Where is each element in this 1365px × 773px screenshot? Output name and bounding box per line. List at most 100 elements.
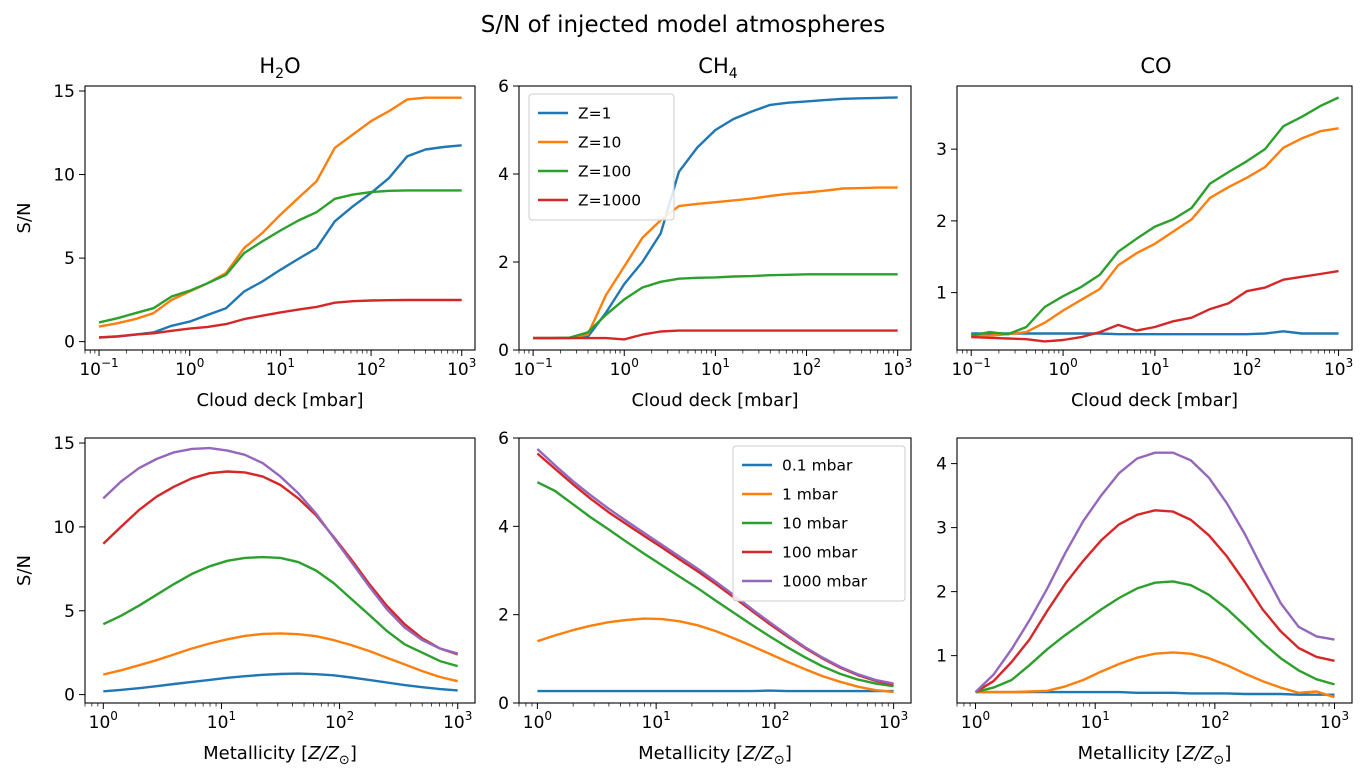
p11-y-tick-label: 4 <box>498 517 509 537</box>
p11-series-1000-mbar <box>536 448 894 685</box>
p01-legend-frame <box>528 93 675 221</box>
p12-x-axis-label: Metallicity [Z/Z⊙] <box>1078 743 1232 768</box>
p11-series-0-1-mbar <box>537 689 894 693</box>
p12-x-tick-label: 100 <box>961 709 990 733</box>
panel-h2o-metallicity: 100 101 102 103 0 5 10 15 Metallicity [Z/Z⊙] S/N <box>14 434 476 768</box>
p01-x-tick-label: 100 <box>610 356 639 380</box>
p01-series-z-1000 <box>533 329 898 341</box>
p10-series-10-mbar <box>102 555 459 668</box>
panel-ch4-metallicity: 100 101 102 103 0 2 4 6 Metallicity [Z/Z⊙] 0.1 mb… <box>498 429 912 768</box>
p00-y-tick-label: 10 <box>53 166 75 186</box>
p11-legend-frame <box>732 445 906 602</box>
p10-x-tick-label: 101 <box>207 709 236 733</box>
p10-y-tick-label: 15 <box>53 434 75 454</box>
p00-y-tick-label: 5 <box>64 249 75 269</box>
p10-series-0-1-mbar <box>103 672 458 693</box>
p02-series-z-10 <box>971 127 1339 337</box>
p01-y-tick-label: 0 <box>498 341 509 361</box>
p00-x-axis-label: Cloud deck [mbar] <box>196 390 363 411</box>
panel-title-co: CO <box>1140 54 1171 78</box>
p10-x-tick-label: 103 <box>443 709 472 733</box>
p12-series-10-mbar <box>975 580 1335 694</box>
p12-series-1000-mbar <box>974 451 1335 693</box>
p02-x-tick-label: 103 <box>1324 356 1353 380</box>
p10-y-tick-label: 0 <box>64 686 75 706</box>
p10-series-1000-mbar <box>102 446 459 655</box>
p02-x-axis-label: Cloud deck [mbar] <box>1071 390 1238 411</box>
p12-y-tick-label: 2 <box>936 583 947 603</box>
panel-h2o-cloud: 10−1 100 101 102 103 0 5 10 15 Cloud deck [mbar] S… <box>14 82 476 411</box>
p11-legend-label: 1000 mbar <box>782 573 868 591</box>
p10-y-tick-label: 5 <box>64 602 75 622</box>
p01-y-tick-label: 6 <box>498 77 509 97</box>
p11-x-tick-label: 103 <box>879 709 908 733</box>
p00-x-tick-label: 103 <box>447 356 476 380</box>
p11-legend-label: 1 mbar <box>782 486 838 504</box>
p02-y-tick-label: 2 <box>936 212 947 232</box>
p10-x-tick-label: 100 <box>89 709 118 733</box>
p02-x-tick-label: 102 <box>1232 356 1261 380</box>
p11-series-1-mbar <box>537 617 894 694</box>
p00-series-z-100 <box>98 189 462 324</box>
p11-x-axis-label: Metallicity [Z/Z⊙] <box>638 743 792 768</box>
p12-series-1-mbar <box>975 651 1335 699</box>
p11-y-tick-label: 2 <box>498 606 509 626</box>
p01-series-z-100 <box>533 273 898 340</box>
p11-x-tick-label: 100 <box>523 709 552 733</box>
p11-series-10-mbar <box>536 481 894 688</box>
p00-x-tick-label: 101 <box>266 356 295 380</box>
p01-x-tick-label: 102 <box>792 356 821 380</box>
p11-y-tick-label: 6 <box>498 429 509 449</box>
p11-x-tick-label: 102 <box>760 709 789 733</box>
p12-y-tick-label: 3 <box>936 519 947 539</box>
p01-series-z-10 <box>533 186 898 340</box>
p02-y-tick-label: 3 <box>936 140 947 160</box>
panel-title-h2o: H2O <box>259 54 300 82</box>
panel-co-metallicity: 100 101 102 103 1 2 3 4 Metallicity [Z/Z⊙] <box>936 437 1353 768</box>
p00-x-tick-label: 100 <box>175 356 204 380</box>
p01-legend-label: Z=1 <box>578 105 611 123</box>
p02-y-tick-label: 1 <box>936 284 947 304</box>
p00-series-z-1 <box>98 144 462 339</box>
p12-x-tick-label: 103 <box>1320 709 1349 733</box>
p02-axes-frame <box>956 85 1353 351</box>
p01-x-axis-label: Cloud deck [mbar] <box>631 390 798 411</box>
p12-axes-frame <box>956 437 1353 704</box>
p01-legend: Z=1 Z=10 Z=100 Z=1000 <box>528 93 675 221</box>
figure-title: S/N of injected model atmospheres <box>481 12 886 38</box>
p01-series-z-1 <box>533 96 898 340</box>
p10-y-tick-label: 10 <box>53 518 75 538</box>
p12-x-tick-label: 101 <box>1081 709 1110 733</box>
p10-series-100-mbar <box>102 470 459 656</box>
p00-x-tick-label: 10−1 <box>79 356 118 380</box>
p10-y-axis-label: S/N <box>14 555 35 586</box>
p00-series-z-10 <box>98 96 462 328</box>
p10-axes-frame <box>84 437 476 704</box>
p10-x-tick-label: 102 <box>325 709 354 733</box>
p12-y-tick-label: 4 <box>936 455 947 475</box>
p00-x-tick-label: 102 <box>356 356 385 380</box>
p11-legend-label: 100 mbar <box>782 544 858 562</box>
p00-y-axis-label: S/N <box>14 203 35 234</box>
p00-y-tick-label: 0 <box>64 333 75 353</box>
p01-y-tick-label: 4 <box>498 165 509 185</box>
p12-series-100-mbar <box>974 509 1335 694</box>
p10-series-1-mbar <box>103 632 458 683</box>
p11-legend-label: 10 mbar <box>782 515 848 533</box>
p02-x-tick-label: 10−1 <box>952 356 991 380</box>
panel-ch4-cloud: 10−1 100 101 102 103 0 2 4 6 Cloud deck [mbar] Z=1… <box>498 77 912 411</box>
p01-legend-label: Z=1000 <box>578 192 641 210</box>
p01-x-tick-label: 101 <box>701 356 730 380</box>
p11-y-tick-label: 0 <box>498 694 509 714</box>
p11-x-tick-label: 101 <box>642 709 671 733</box>
p02-x-tick-label: 101 <box>1140 356 1169 380</box>
p12-x-tick-label: 102 <box>1200 709 1229 733</box>
p11-legend: 0.1 mbar 1 mbar 10 mbar 100 mbar 1000 mbar <box>732 445 906 602</box>
p02-x-tick-label: 100 <box>1048 356 1077 380</box>
p01-y-tick-label: 2 <box>498 253 509 273</box>
p02-series-z-100 <box>970 96 1340 337</box>
p11-legend-label: 0.1 mbar <box>782 457 853 475</box>
p02-series-z-1 <box>971 330 1339 336</box>
p00-y-tick-label: 15 <box>53 82 75 102</box>
